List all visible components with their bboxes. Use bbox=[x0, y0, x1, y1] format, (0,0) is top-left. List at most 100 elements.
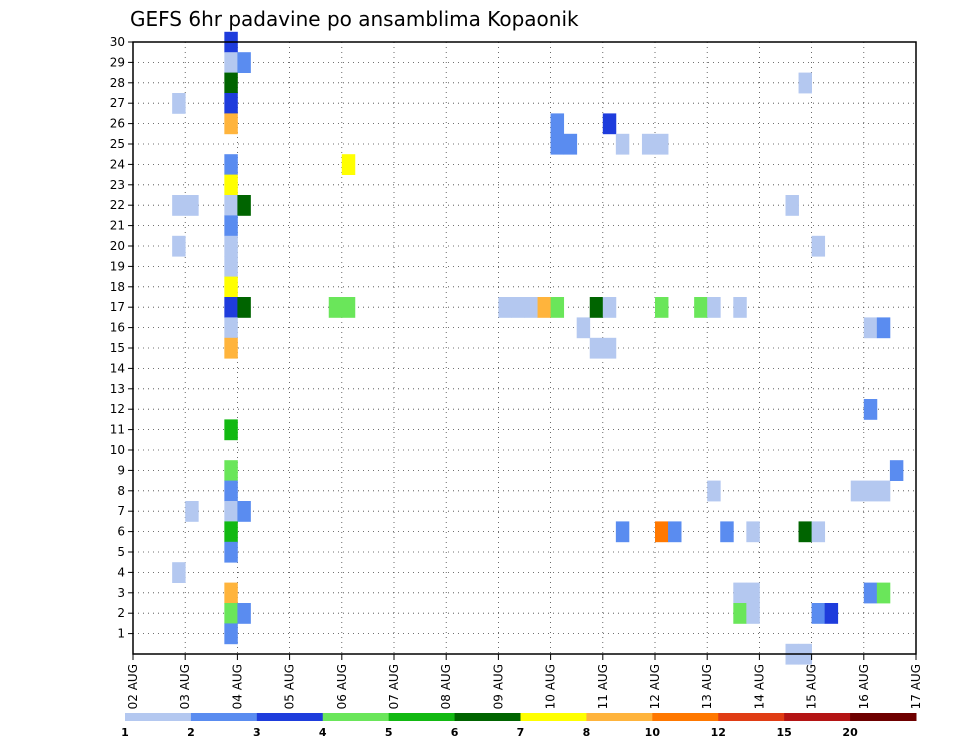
heatmap-cell bbox=[602, 297, 617, 318]
heatmap-cell bbox=[863, 399, 878, 420]
y-tick-label: 27 bbox=[110, 96, 125, 110]
x-tick-label: 14 AUG bbox=[752, 664, 766, 709]
heatmap-cell bbox=[550, 133, 565, 155]
heatmap-cell bbox=[224, 337, 238, 359]
heatmap-cell bbox=[224, 72, 238, 94]
y-tick-label: 11 bbox=[110, 423, 125, 437]
color-legend-label: 15 bbox=[777, 726, 792, 739]
heatmap-cell bbox=[602, 337, 617, 359]
color-legend-swatch bbox=[652, 713, 719, 721]
y-tick-label: 1 bbox=[117, 627, 125, 641]
y-tick-label: 16 bbox=[110, 321, 125, 335]
heatmap-cell bbox=[876, 480, 891, 502]
y-tick-label: 28 bbox=[110, 76, 125, 90]
heatmap-cell bbox=[224, 93, 238, 114]
y-tick-label: 3 bbox=[117, 586, 125, 600]
heatmap-cell bbox=[863, 582, 878, 604]
color-legend-swatch bbox=[256, 713, 324, 721]
heatmap-cell bbox=[224, 460, 238, 481]
heatmap-cell bbox=[811, 235, 826, 257]
heatmap-cell bbox=[876, 582, 891, 604]
heatmap-cell bbox=[694, 297, 708, 318]
heatmap-cell bbox=[720, 521, 734, 543]
heatmap-cell bbox=[550, 297, 565, 318]
heatmap-cell bbox=[707, 480, 721, 502]
heatmap-cell bbox=[224, 623, 238, 645]
heatmap-cell bbox=[589, 337, 604, 359]
color-legend-swatch bbox=[718, 713, 785, 721]
y-tick-label: 21 bbox=[110, 219, 125, 233]
x-tick-label: 06 AUG bbox=[335, 664, 349, 709]
y-tick-label: 24 bbox=[110, 157, 125, 171]
x-tick-label: 17 AUG bbox=[909, 664, 923, 709]
color-legend-label: 6 bbox=[451, 726, 459, 739]
heatmap-cell bbox=[224, 582, 238, 604]
heatmap-cell bbox=[746, 521, 760, 543]
heatmap-cell bbox=[224, 154, 238, 175]
x-tick-label: 12 AUG bbox=[648, 664, 662, 709]
y-tick-label: 10 bbox=[110, 443, 125, 457]
x-tick-label: 10 AUG bbox=[544, 664, 558, 709]
color-legend-label: 12 bbox=[711, 726, 726, 739]
color-legend-swatch bbox=[784, 713, 851, 721]
heatmap-cell bbox=[655, 133, 669, 155]
heatmap-cell bbox=[341, 154, 356, 175]
color-legend-swatch bbox=[125, 713, 192, 721]
heatmap-cell bbox=[185, 195, 199, 216]
color-legend-swatch bbox=[586, 713, 653, 721]
heatmap-cell bbox=[224, 419, 238, 441]
heatmap-cell bbox=[746, 603, 760, 624]
heatmap-cell bbox=[224, 256, 238, 277]
y-tick-label: 2 bbox=[117, 606, 125, 620]
heatmap-cell bbox=[511, 297, 525, 318]
heatmap-cell bbox=[172, 195, 186, 216]
heatmap-cell bbox=[733, 603, 747, 624]
color-legend-swatch bbox=[454, 713, 521, 721]
y-tick-label: 6 bbox=[117, 525, 125, 539]
x-axis-ticks: 02 AUG 03 AUG 04 AUG 05 AUG 06 AUG 07 AUG 08 A… bbox=[126, 654, 923, 709]
heatmap-cell bbox=[563, 133, 578, 155]
heatmap-cell bbox=[707, 297, 721, 318]
y-tick-label: 4 bbox=[117, 565, 125, 579]
heatmap-cell bbox=[224, 174, 238, 196]
x-tick-label: 08 AUG bbox=[439, 664, 453, 709]
color-legend-bar: 1 2 3 4 5 6 7 8 10 12 15 20 bbox=[121, 713, 917, 739]
y-tick-label: 25 bbox=[110, 137, 125, 151]
x-tick-label: 03 AUG bbox=[178, 664, 192, 709]
heatmap-cell bbox=[172, 93, 186, 114]
x-tick-label: 16 AUG bbox=[857, 664, 871, 709]
heatmap-cell bbox=[224, 52, 238, 73]
y-tick-label: 7 bbox=[117, 504, 125, 518]
heatmap-cell bbox=[863, 480, 878, 502]
y-tick-label: 22 bbox=[110, 198, 125, 212]
color-legend-label: 8 bbox=[583, 726, 591, 739]
heatmap-cell bbox=[224, 501, 238, 522]
y-tick-label: 17 bbox=[110, 300, 125, 314]
heatmap-cell bbox=[224, 297, 238, 318]
x-tick-label: 15 AUG bbox=[805, 664, 819, 709]
heatmap-cell bbox=[237, 52, 251, 73]
heatmap-cell bbox=[328, 297, 343, 318]
x-tick-label: 09 AUG bbox=[491, 664, 505, 709]
heatmap-cell bbox=[850, 480, 865, 502]
color-legend-swatch bbox=[850, 713, 917, 721]
heatmap-cell bbox=[237, 297, 251, 318]
heatmap-cell bbox=[172, 562, 186, 583]
y-tick-label: 15 bbox=[110, 341, 125, 355]
heatmap-cell bbox=[889, 460, 904, 481]
heatmap-cell bbox=[655, 297, 669, 318]
heatmap-cell bbox=[172, 235, 186, 257]
heatmap-cell bbox=[550, 113, 565, 135]
heatmap-cell bbox=[811, 603, 826, 624]
y-tick-label: 5 bbox=[117, 545, 125, 559]
y-tick-label: 30 bbox=[110, 35, 125, 49]
color-legend-label: 5 bbox=[385, 726, 393, 739]
y-tick-label: 20 bbox=[110, 239, 125, 253]
color-legend-label: 7 bbox=[517, 726, 525, 739]
heatmap-cell bbox=[224, 215, 238, 237]
color-legend-swatch bbox=[388, 713, 456, 721]
heatmap-cell bbox=[798, 72, 812, 94]
heatmap-cell bbox=[224, 195, 238, 216]
color-legend-label: 1 bbox=[121, 726, 129, 739]
heatmap-cell bbox=[224, 541, 238, 563]
